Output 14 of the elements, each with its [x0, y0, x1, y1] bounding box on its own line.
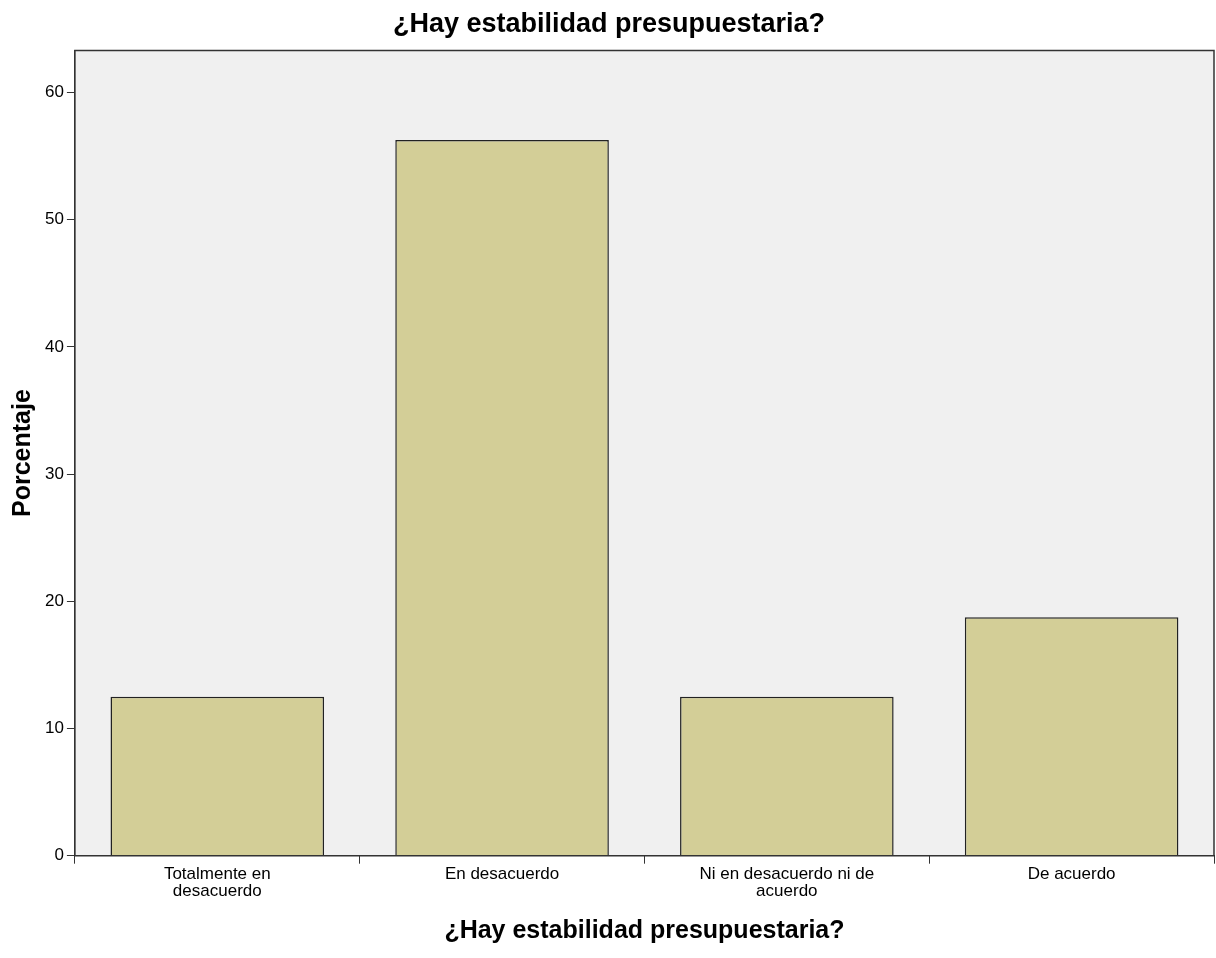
x-tick-label: Totalmente en desacuerdo	[163, 864, 271, 900]
y-tick-label: 10	[44, 718, 64, 738]
y-tick-label: 20	[44, 590, 64, 610]
x-axis-title: ¿Hay estabilidad presupuestaria?	[444, 914, 845, 943]
y-tick-label: 50	[44, 209, 64, 229]
x-tick-label: Ni en desacuerdo ni de acuerdo	[699, 864, 875, 900]
y-axis-title: Porcentaje	[6, 389, 35, 517]
chart-title: ¿Hay estabilidad presupuestaria?	[392, 7, 826, 38]
y-tick-label: 30	[44, 463, 64, 483]
y-tick-label: 0	[54, 845, 64, 865]
x-tick-label: En desacuerdo	[444, 864, 560, 884]
y-tick-label: 60	[44, 82, 64, 102]
y-tick-label: 40	[44, 336, 64, 356]
x-tick-label: De acuerdo	[1027, 864, 1116, 884]
